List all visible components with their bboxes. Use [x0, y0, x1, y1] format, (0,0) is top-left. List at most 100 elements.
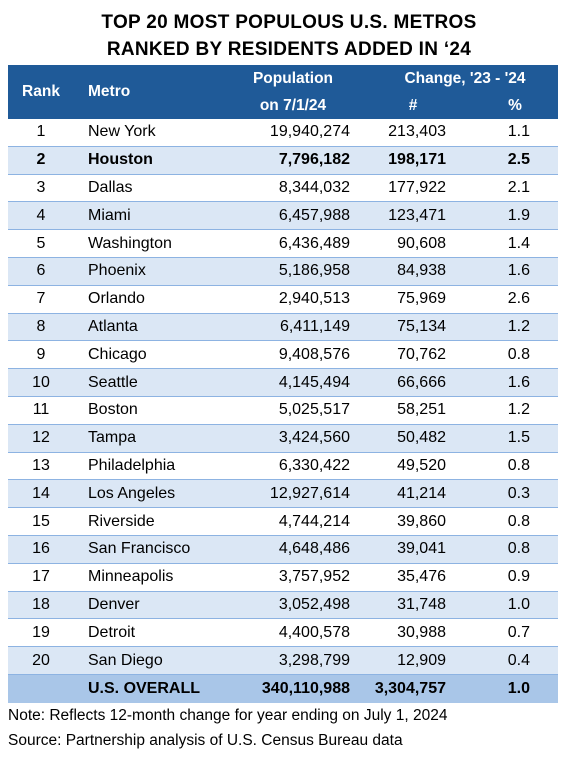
metro-population-table: Rank Metro Population on 7/1/24 Change, …	[8, 65, 558, 703]
rank-cell: 19	[8, 618, 74, 648]
change-number-cell: 39,041	[354, 535, 472, 564]
change-number-cell: 58,251	[354, 396, 472, 425]
table-row: 3 Dallas 8,344,032 177,922 2.1	[8, 174, 558, 203]
change-percent-cell: 0.4	[472, 646, 558, 675]
table-row: 14 Los Angeles 12,927,614 41,214 0.3	[8, 479, 558, 509]
change-number-cell: 66,666	[354, 368, 472, 397]
rank-cell: 4	[8, 201, 74, 231]
table-body: 1 New York 19,940,274 213,403 1.1 2 Houston 7,7…	[8, 119, 558, 675]
table-row: 1 New York 19,940,274 213,403 1.1	[8, 119, 558, 147]
rank-cell: 2	[8, 146, 74, 175]
table-header: Rank Metro Population on 7/1/24 Change, …	[8, 65, 558, 119]
header-population: Population on 7/1/24	[232, 65, 354, 119]
population-cell: 19,940,274	[232, 119, 354, 147]
table-row: 5 Washington 6,436,489 90,608 1.4	[8, 229, 558, 258]
metro-cell: San Diego	[74, 646, 232, 675]
population-cell: 7,796,182	[232, 146, 354, 175]
change-percent-cell: 1.9	[472, 201, 558, 231]
change-number-cell: 70,762	[354, 340, 472, 370]
metro-cell: Dallas	[74, 174, 232, 203]
rank-cell: 15	[8, 507, 74, 536]
population-cell: 9,408,576	[232, 340, 354, 370]
metro-cell: New York	[74, 119, 232, 147]
metro-cell: Denver	[74, 591, 232, 620]
table-row: 6 Phoenix 5,186,958 84,938 1.6	[8, 257, 558, 286]
rank-cell: 17	[8, 563, 74, 592]
table-total: U.S. OVERALL 340,110,988 3,304,757 1.0	[8, 674, 558, 703]
change-number-cell: 198,171	[354, 146, 472, 175]
rank-cell: 7	[8, 285, 74, 314]
metro-cell: Houston	[74, 146, 232, 175]
table-row: 11 Boston 5,025,517 58,251 1.2	[8, 396, 558, 425]
total-label: U.S. OVERALL	[88, 679, 201, 697]
metro-cell: Boston	[74, 396, 232, 425]
rank-cell: 20	[8, 646, 74, 675]
metro-cell: Miami	[74, 201, 232, 231]
metro-cell: Atlanta	[74, 313, 232, 342]
population-cell: 4,145,494	[232, 368, 354, 397]
header-change-number: #	[408, 96, 418, 114]
population-cell: 3,424,560	[232, 424, 354, 453]
rank-cell: 18	[8, 591, 74, 620]
population-cell: 12,927,614	[232, 479, 354, 509]
change-number-cell: 123,471	[354, 201, 472, 231]
table-row: 19 Detroit 4,400,578 30,988 0.7	[8, 618, 558, 648]
change-percent-cell: 1.2	[472, 313, 558, 342]
change-number-cell: 75,134	[354, 313, 472, 342]
change-number-cell: 35,476	[354, 563, 472, 592]
rank-cell: 8	[8, 313, 74, 342]
metro-cell: Philadelphia	[74, 452, 232, 481]
change-percent-cell: 1.6	[472, 368, 558, 397]
metro-cell: Washington	[74, 229, 232, 258]
change-percent-cell: 2.1	[472, 174, 558, 203]
rank-cell: 3	[8, 174, 74, 203]
change-number-cell: 213,403	[354, 119, 472, 147]
change-percent-cell: 1.6	[472, 257, 558, 286]
rank-cell: 1	[8, 119, 74, 147]
change-percent-cell: 1.2	[472, 396, 558, 425]
population-cell: 4,648,486	[232, 535, 354, 564]
table-row: 17 Minneapolis 3,757,952 35,476 0.9	[8, 563, 558, 592]
change-percent-cell: 1.0	[472, 591, 558, 620]
population-cell: 2,940,513	[232, 285, 354, 314]
change-number-cell: 12,909	[354, 646, 472, 675]
change-percent-cell: 1.5	[472, 424, 558, 453]
total-change-number: 3,304,757	[374, 679, 446, 697]
rank-cell: 11	[8, 396, 74, 425]
table-row: 9 Chicago 9,408,576 70,762 0.8	[8, 340, 558, 370]
table-row: 2 Houston 7,796,182 198,171 2.5	[8, 146, 558, 175]
table-row: 13 Philadelphia 6,330,422 49,520 0.8	[8, 452, 558, 481]
table-row: 8 Atlanta 6,411,149 75,134 1.2	[8, 313, 558, 342]
population-cell: 4,400,578	[232, 618, 354, 648]
change-percent-cell: 0.3	[472, 479, 558, 509]
total-population: 340,110,988	[261, 679, 350, 697]
change-number-cell: 39,860	[354, 507, 472, 536]
metro-cell: Seattle	[74, 368, 232, 397]
change-percent-cell: 0.8	[472, 340, 558, 370]
table-row: 20 San Diego 3,298,799 12,909 0.4	[8, 646, 558, 675]
rank-cell: 5	[8, 229, 74, 258]
change-number-cell: 31,748	[354, 591, 472, 620]
table-row: 7 Orlando 2,940,513 75,969 2.6	[8, 285, 558, 314]
change-number-cell: 30,988	[354, 618, 472, 648]
total-rank-cell	[8, 674, 74, 703]
total-row: U.S. OVERALL 340,110,988 3,304,757 1.0	[8, 674, 558, 703]
header-change-percent: %	[508, 96, 522, 114]
change-percent-cell: 0.8	[472, 507, 558, 536]
header-population-line-2: on 7/1/24	[259, 97, 327, 114]
population-cell: 3,052,498	[232, 591, 354, 620]
rank-cell: 10	[8, 368, 74, 397]
change-percent-cell: 2.5	[472, 146, 558, 175]
rank-cell: 9	[8, 340, 74, 370]
table-row: 12 Tampa 3,424,560 50,482 1.5	[8, 424, 558, 453]
population-cell: 6,411,149	[232, 313, 354, 342]
table-row: 15 Riverside 4,744,214 39,860 0.8	[8, 507, 558, 536]
metro-cell: Riverside	[74, 507, 232, 536]
change-percent-cell: 0.8	[472, 452, 558, 481]
change-number-cell: 41,214	[354, 479, 472, 509]
change-percent-cell: 0.8	[472, 535, 558, 564]
change-percent-cell: 0.9	[472, 563, 558, 592]
population-cell: 5,186,958	[232, 257, 354, 286]
change-percent-cell: 1.4	[472, 229, 558, 258]
change-percent-cell: 0.7	[472, 618, 558, 648]
